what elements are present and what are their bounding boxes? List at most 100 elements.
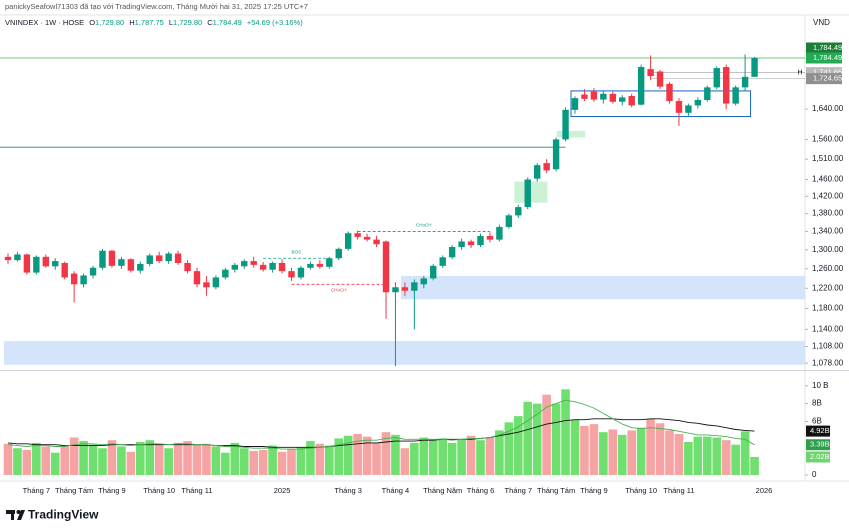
- candle-body: [231, 264, 238, 270]
- candle-body: [99, 250, 106, 268]
- volume-bar: [343, 435, 353, 475]
- candle-body: [326, 258, 333, 267]
- x-tick-label: Tháng 11: [181, 486, 212, 495]
- volume-tick-label: 0: [812, 470, 817, 479]
- candle-body: [543, 163, 550, 171]
- candle-body: [486, 235, 494, 240]
- volume-bar: [50, 452, 60, 475]
- y-tick-label: 1,260.00: [812, 264, 844, 273]
- volume-bar: [353, 433, 362, 475]
- candle-body: [165, 253, 172, 262]
- volume-bar: [88, 444, 98, 475]
- volume-bar: [126, 451, 136, 475]
- volume-pane: [3, 389, 759, 475]
- candle-body: [552, 139, 560, 170]
- x-tick-label: 2026: [756, 486, 773, 495]
- x-tick-label: 2025: [274, 486, 291, 495]
- candle-body: [496, 226, 503, 240]
- price-marker-label: 1,741.65: [813, 68, 842, 77]
- volume-bar: [221, 452, 230, 475]
- candle-body: [193, 271, 201, 285]
- price-marker-label: 1,724.65: [813, 74, 842, 83]
- volume-tick-label: 6B: [812, 417, 822, 426]
- legend-key: C: [207, 18, 213, 27]
- candle-body: [316, 263, 324, 267]
- volume-bar: [60, 445, 69, 475]
- candle-body: [685, 105, 692, 113]
- symbol: VNINDEX · 1W · HOSE: [5, 18, 84, 27]
- candle-body: [288, 271, 295, 278]
- volume-bar: [655, 423, 665, 475]
- y-tick-label: 1,220.00: [812, 283, 844, 292]
- volume-bar: [542, 394, 551, 475]
- candle-body: [61, 262, 68, 278]
- price-marker-tag: H: [797, 70, 802, 77]
- volume-bar: [306, 441, 315, 475]
- candle-body: [619, 97, 626, 102]
- legend-value: 1,784.49: [213, 18, 242, 27]
- volume-bar: [410, 442, 419, 475]
- structure-label: CHoCH: [331, 287, 347, 292]
- x-tick-label: Tháng 9: [98, 486, 126, 495]
- candle-body: [571, 98, 579, 110]
- x-tick-label: Tháng 6: [467, 486, 495, 495]
- volume-bar: [495, 430, 504, 475]
- volume-bar: [665, 430, 674, 475]
- y-tick-label: 1,108.00: [812, 342, 844, 351]
- volume-ma-line: [7, 399, 755, 450]
- candle-body: [477, 235, 484, 246]
- footer-brand: TradingView: [28, 508, 99, 522]
- volume-marker: [806, 451, 830, 463]
- candle-body: [694, 99, 702, 106]
- volume-bar: [277, 451, 287, 475]
- volume-bar: [315, 443, 325, 475]
- structure-label: CHoCH: [416, 223, 432, 228]
- volume-marker-label: 2.02B: [810, 452, 830, 461]
- volume-bar: [400, 448, 410, 475]
- volume-bar: [98, 448, 107, 475]
- candle-body: [212, 277, 220, 288]
- candle-body: [411, 282, 418, 291]
- volume-bar: [731, 444, 740, 475]
- candle-body: [505, 215, 513, 227]
- volume-bar: [419, 437, 429, 475]
- candle-body: [590, 91, 598, 100]
- volume-bar: [589, 424, 599, 475]
- price-pane: BOS CHoCH CHoCH: [0, 54, 805, 366]
- candle-body: [250, 261, 257, 265]
- candle-body: [600, 93, 607, 100]
- candle-body: [401, 287, 409, 291]
- candle-body: [297, 267, 305, 278]
- candle-body: [278, 262, 286, 272]
- price-marker: [806, 67, 842, 79]
- zone: [4, 341, 805, 365]
- volume-bar: [740, 431, 750, 475]
- volume-bar: [703, 436, 712, 475]
- candle-body: [448, 247, 456, 258]
- volume-marker-label: 4.92B: [810, 426, 830, 435]
- y-tick-label: 1,380.00: [812, 209, 844, 218]
- volume-bar: [13, 448, 22, 475]
- volume-bar: [287, 449, 296, 475]
- candle-body: [269, 262, 276, 270]
- candle-body: [354, 233, 361, 237]
- volume-bar: [372, 442, 381, 475]
- volume-tick-label: 8B: [812, 399, 822, 408]
- candle-body: [184, 262, 191, 272]
- legend-key: O: [89, 18, 95, 27]
- volume-bar: [523, 401, 533, 475]
- y-tick-label: 1,420.00: [812, 191, 844, 200]
- volume-bar: [268, 445, 277, 475]
- candle-body: [70, 273, 78, 285]
- candle-body: [80, 275, 87, 285]
- x-tick-label: Tháng Tám: [55, 486, 93, 495]
- candle-body: [174, 253, 182, 263]
- x-tick-label: Tháng 10: [625, 486, 657, 495]
- volume-bar: [239, 448, 249, 475]
- candle-body: [392, 287, 399, 293]
- volume-bar: [22, 450, 32, 475]
- candle-body: [723, 67, 730, 104]
- volume-bar: [504, 422, 514, 475]
- x-tick-label: Tháng Tám: [537, 486, 575, 495]
